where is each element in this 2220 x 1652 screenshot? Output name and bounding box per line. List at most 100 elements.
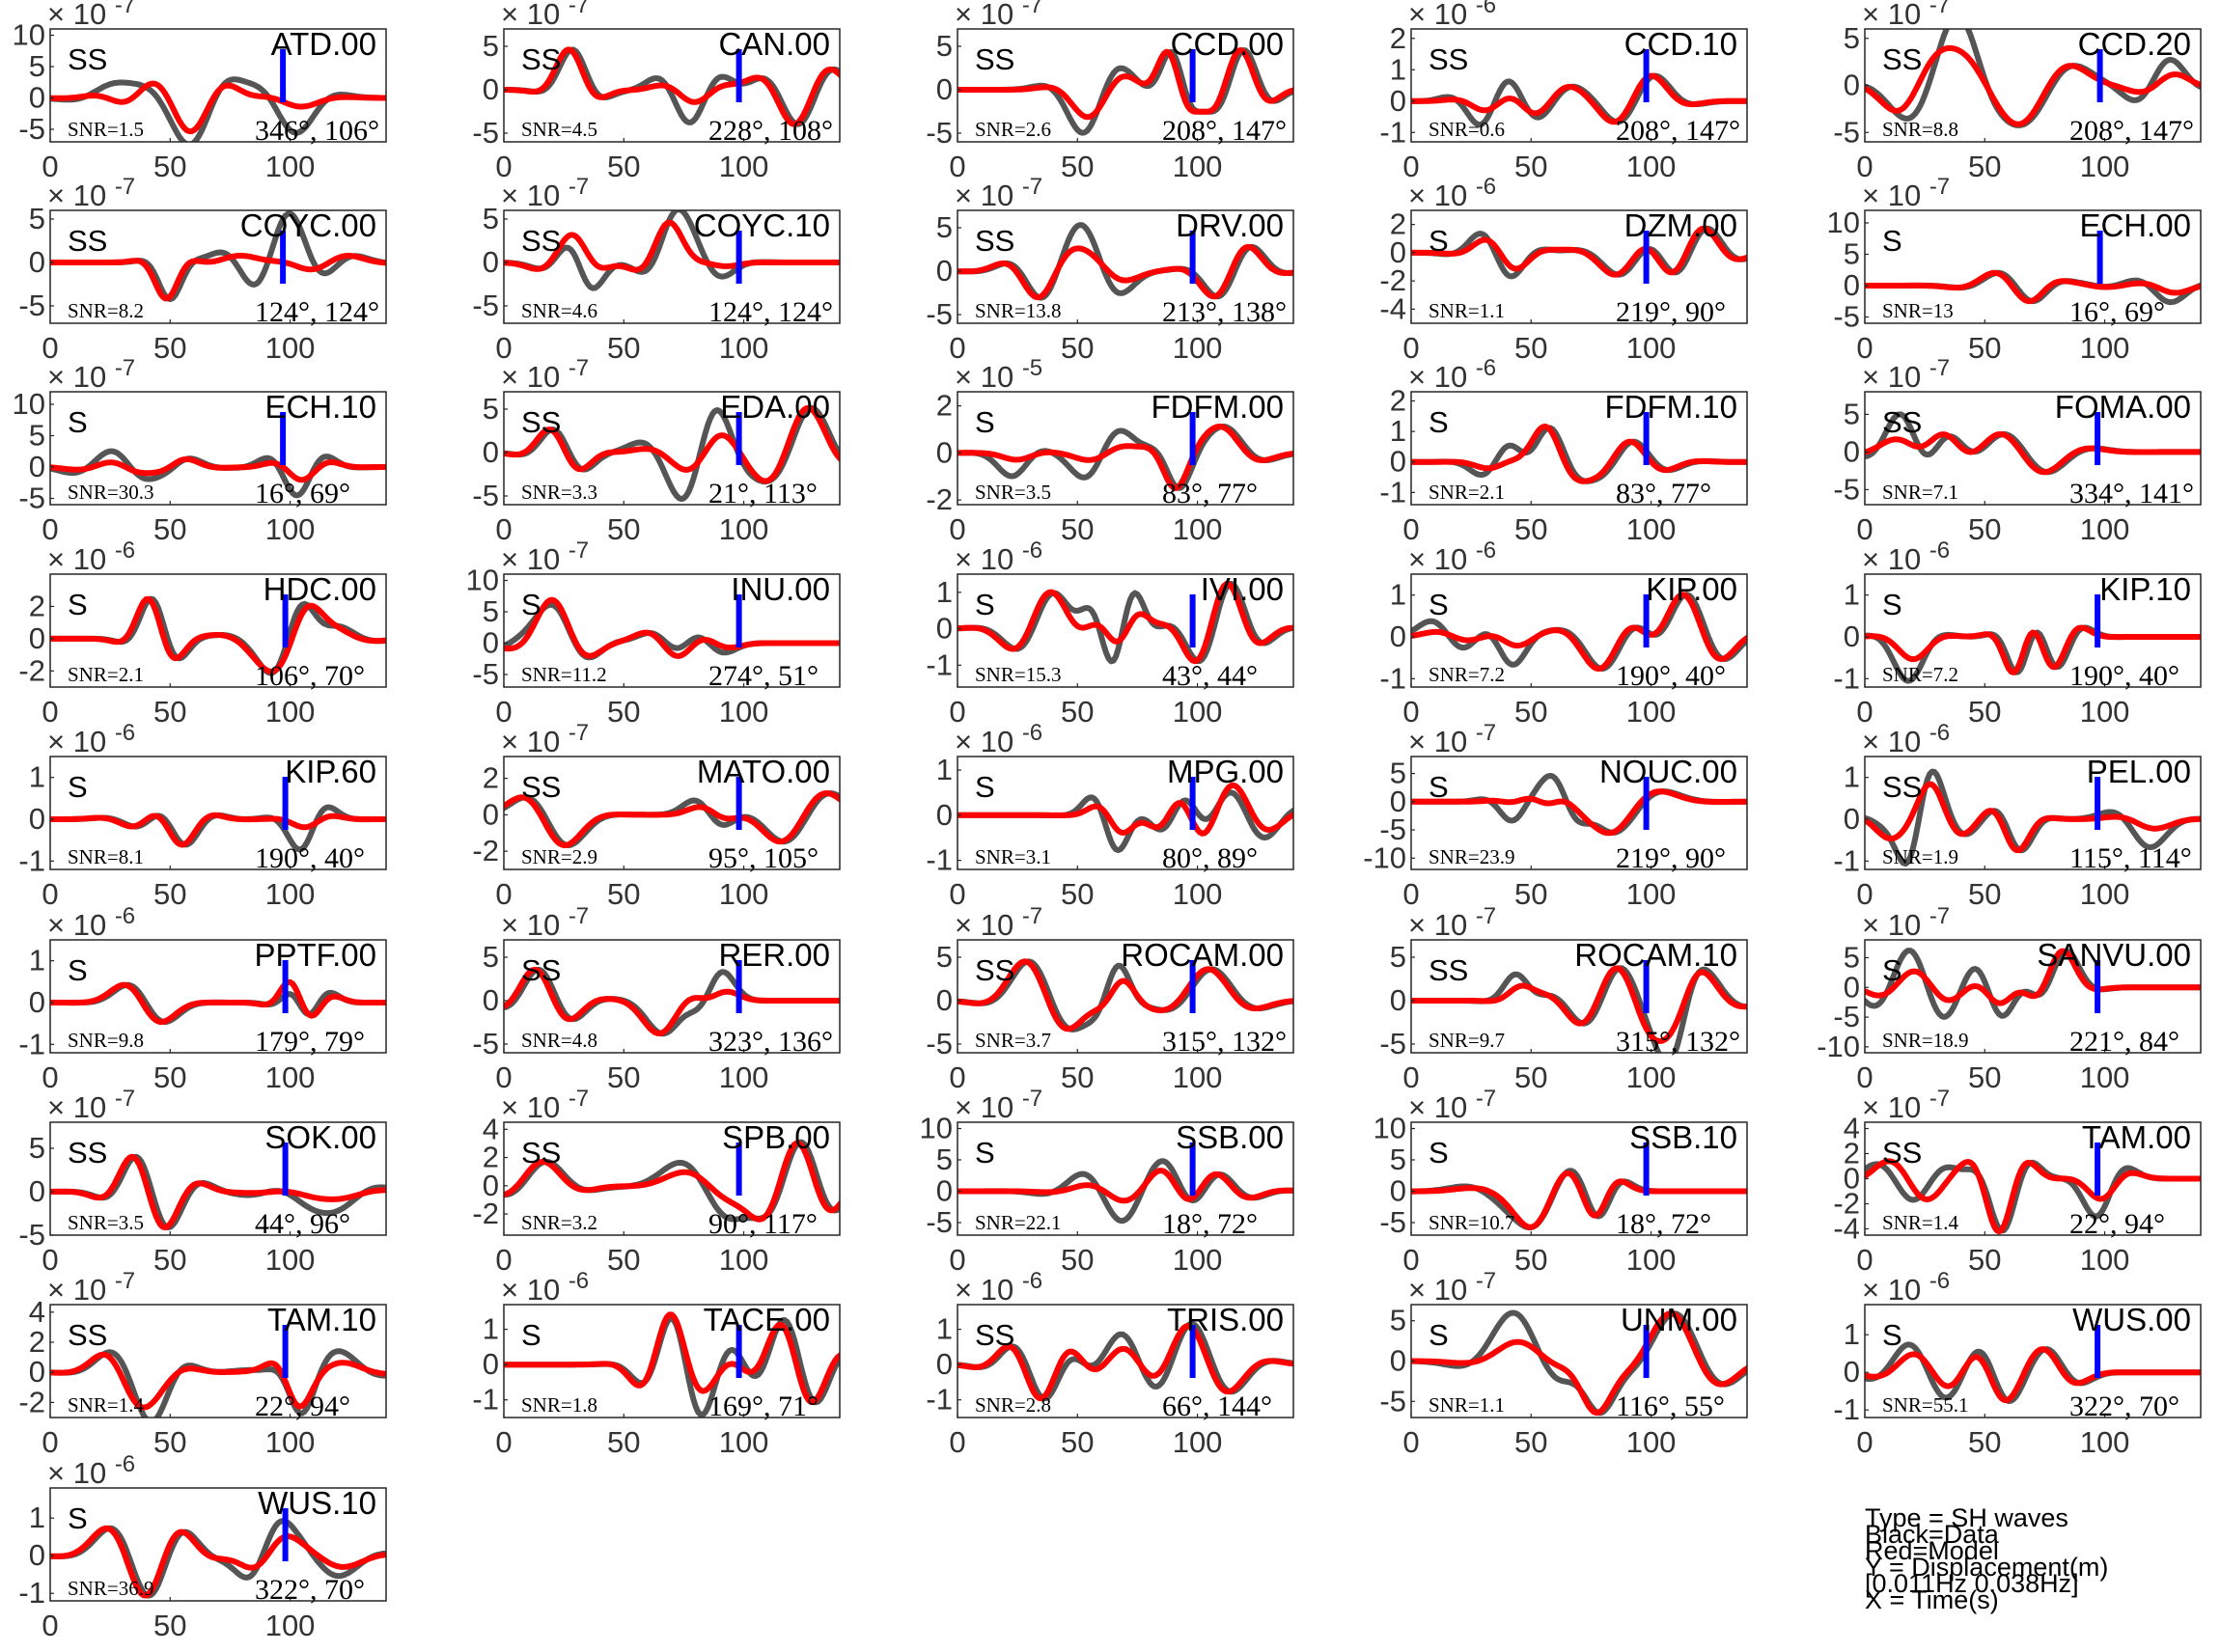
y-tick-label: 0 bbox=[29, 985, 45, 1019]
station-label: PPTF.00 bbox=[254, 937, 376, 973]
phase-label: SS bbox=[975, 224, 1014, 258]
y-tick-label: -5 bbox=[1833, 1000, 1860, 1033]
station-label: CCD.10 bbox=[1624, 26, 1737, 62]
y-tick-label: 5 bbox=[936, 210, 953, 244]
model-trace bbox=[50, 1351, 386, 1411]
snr-label: SNR=11.2 bbox=[521, 663, 607, 686]
phase-label: S bbox=[1429, 770, 1449, 804]
x-tick-label: 50 bbox=[1061, 1060, 1094, 1094]
trace-group bbox=[957, 222, 1293, 301]
model-trace bbox=[1865, 1158, 2201, 1235]
model-trace bbox=[1865, 269, 2201, 305]
model-trace bbox=[957, 581, 1293, 665]
azimuth-distance-label: 213°, 138° bbox=[1162, 296, 1287, 328]
y-tick-label: -5 bbox=[926, 1027, 953, 1060]
snr-label: SNR=13 bbox=[1882, 299, 1954, 322]
phase-label: SS bbox=[975, 1318, 1014, 1352]
y-tick-label: 1 bbox=[1390, 414, 1406, 448]
trace-group bbox=[504, 596, 840, 661]
station-label: CAN.00 bbox=[718, 26, 830, 62]
azimuth-distance-label: 221°, 84° bbox=[2069, 1026, 2179, 1058]
y-tick-label: -1 bbox=[1379, 661, 1406, 695]
legend-line: Black=Data bbox=[1865, 1520, 2000, 1549]
x-tick-label: 50 bbox=[1061, 695, 1094, 729]
phase-label: S bbox=[975, 405, 995, 439]
snr-label: SNR=4.8 bbox=[521, 1029, 597, 1052]
x-tick-label: 100 bbox=[719, 512, 769, 546]
data-trace bbox=[1411, 425, 1747, 484]
axes-box bbox=[1864, 1304, 2202, 1418]
azimuth-distance-label: 83°, 77° bbox=[1162, 478, 1258, 509]
x-tick-label: 0 bbox=[495, 331, 512, 365]
trace-group bbox=[1411, 592, 1747, 673]
station-label: CCD.00 bbox=[1171, 26, 1284, 62]
x-tick-label: 50 bbox=[607, 331, 640, 365]
y-tick-label: 2 bbox=[1390, 21, 1406, 55]
snr-label: SNR=13.8 bbox=[975, 299, 1061, 322]
axes-box bbox=[1864, 756, 2202, 870]
y-exponent-label: × 10 -7 bbox=[47, 355, 135, 394]
x-tick-label: 0 bbox=[1402, 695, 1419, 729]
snr-label: SNR=22.1 bbox=[975, 1211, 1061, 1234]
trace-group bbox=[1865, 768, 2201, 867]
x-tick-label: 100 bbox=[1626, 1243, 1677, 1277]
x-tick-label: 100 bbox=[2080, 695, 2130, 729]
data-trace bbox=[504, 46, 840, 127]
x-tick-label: 50 bbox=[607, 1243, 640, 1277]
azimuth-distance-label: 315°, 132° bbox=[1162, 1026, 1287, 1058]
y-tick-label: 0 bbox=[483, 983, 499, 1017]
model-trace bbox=[50, 455, 386, 483]
snr-label: SNR=3.3 bbox=[521, 481, 597, 504]
y-tick-label: 2 bbox=[936, 389, 953, 423]
y-exponent-label: × 10 -7 bbox=[501, 1086, 589, 1124]
y-tick-label: -5 bbox=[1379, 812, 1406, 846]
azimuth-distance-label: 169°, 71° bbox=[708, 1390, 819, 1422]
y-tick-label: 0 bbox=[936, 435, 953, 469]
azimuth-distance-label: 190°, 40° bbox=[2069, 660, 2179, 692]
station-label: INU.00 bbox=[731, 571, 830, 607]
data-trace bbox=[1865, 768, 2201, 867]
station-label: COYC.00 bbox=[240, 207, 376, 243]
x-tick-label: 100 bbox=[1626, 331, 1677, 365]
azimuth-distance-label: 228°, 108° bbox=[708, 115, 833, 147]
y-tick-label: 0 bbox=[1844, 268, 1860, 302]
y-tick-label: 2 bbox=[29, 589, 45, 622]
axes-box bbox=[957, 28, 1294, 143]
x-tick-label: 100 bbox=[719, 695, 769, 729]
y-exponent-label: × 10 -6 bbox=[1408, 537, 1496, 576]
y-tick-label: 0 bbox=[936, 1174, 953, 1208]
y-tick-label: 5 bbox=[936, 1143, 953, 1176]
y-tick-label: 0 bbox=[936, 612, 953, 646]
phase-label: SS bbox=[975, 953, 1014, 987]
y-tick-label: -5 bbox=[1833, 115, 1860, 149]
legend-line: X = Time(s) bbox=[1865, 1585, 1999, 1614]
y-exponent-label: × 10 -7 bbox=[501, 174, 589, 212]
phase-label: S bbox=[521, 1318, 541, 1352]
x-tick-label: 50 bbox=[153, 695, 186, 729]
y-tick-label: -5 bbox=[1833, 472, 1860, 506]
azimuth-distance-label: 322°, 70° bbox=[255, 1574, 365, 1606]
station-label: EDA.00 bbox=[720, 389, 830, 425]
model-trace bbox=[1865, 948, 2201, 1006]
trace-group bbox=[957, 580, 1293, 665]
snr-label: SNR=1.4 bbox=[1882, 1211, 1958, 1234]
station-label: HDC.00 bbox=[264, 571, 376, 607]
x-tick-label: 100 bbox=[1626, 695, 1677, 729]
station-label: KIP.10 bbox=[2099, 571, 2191, 607]
y-tick-label: -1 bbox=[18, 843, 45, 877]
azimuth-distance-label: 190°, 40° bbox=[1616, 660, 1726, 692]
x-tick-label: 50 bbox=[153, 512, 186, 546]
y-tick-label: 5 bbox=[1390, 1143, 1406, 1176]
trace-group bbox=[504, 404, 840, 503]
y-tick-label: -1 bbox=[1833, 843, 1860, 877]
y-exponent-label: × 10 -5 bbox=[955, 355, 1042, 394]
y-tick-label: 0 bbox=[1390, 620, 1406, 653]
legend-line: Y = Displacement(m) bbox=[1865, 1553, 2108, 1582]
axes-box bbox=[957, 573, 1294, 688]
x-tick-label: 100 bbox=[265, 150, 316, 183]
snr-label: SNR=36.9 bbox=[68, 1577, 153, 1600]
